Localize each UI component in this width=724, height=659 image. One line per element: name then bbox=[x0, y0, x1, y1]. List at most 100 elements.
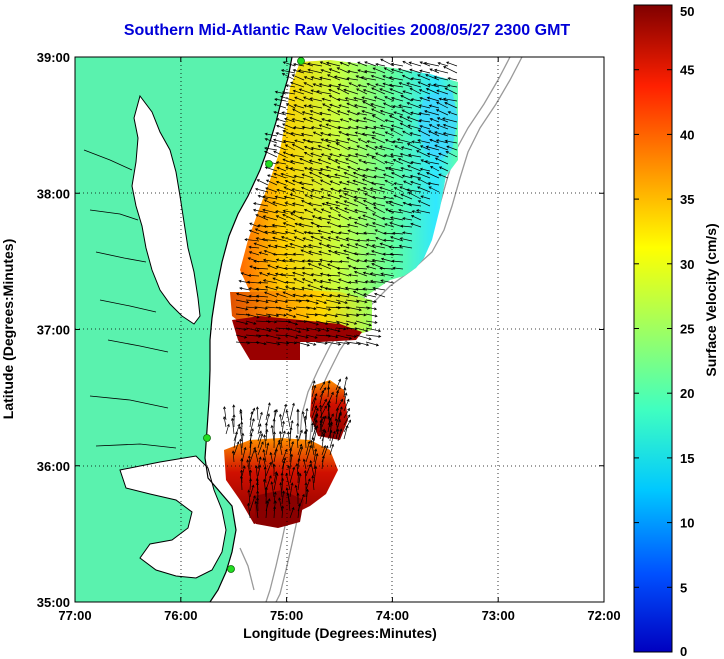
current-vector bbox=[266, 174, 278, 179]
current-vector bbox=[310, 146, 323, 151]
current-vector bbox=[346, 256, 359, 263]
current-vector bbox=[303, 469, 307, 484]
current-vector bbox=[255, 341, 267, 346]
current-vector bbox=[248, 229, 260, 235]
current-vector bbox=[397, 157, 413, 165]
current-vector bbox=[400, 146, 413, 151]
colorbar-tick-label: 50 bbox=[680, 4, 694, 19]
current-vector bbox=[374, 146, 386, 151]
current-vector bbox=[329, 430, 336, 449]
current-vector bbox=[392, 266, 404, 270]
current-vector bbox=[361, 132, 377, 137]
y-axis-label: Latitude (Degrees:Minutes) bbox=[0, 239, 16, 419]
current-vector bbox=[407, 153, 422, 158]
current-vector bbox=[354, 243, 368, 249]
current-vector bbox=[315, 313, 328, 318]
current-vector bbox=[366, 140, 377, 144]
current-vector bbox=[319, 179, 332, 186]
current-vector bbox=[311, 405, 318, 419]
current-vector bbox=[348, 117, 359, 123]
current-vector bbox=[356, 88, 368, 95]
current-vector bbox=[273, 103, 287, 109]
current-vector bbox=[282, 61, 296, 67]
current-vector bbox=[317, 229, 332, 235]
current-vector bbox=[273, 448, 278, 463]
current-vector bbox=[303, 145, 314, 151]
current-vector bbox=[370, 250, 386, 256]
current-vector bbox=[292, 69, 305, 74]
current-vector bbox=[326, 174, 341, 179]
current-vector bbox=[429, 117, 440, 123]
current-vector bbox=[290, 81, 305, 88]
current-vector bbox=[399, 186, 413, 193]
current-vector bbox=[346, 243, 359, 249]
current-vector bbox=[262, 457, 267, 470]
current-vector bbox=[325, 334, 339, 339]
current-vector bbox=[343, 414, 351, 426]
current-vector bbox=[442, 117, 458, 123]
current-vector bbox=[383, 154, 395, 158]
current-vector bbox=[407, 202, 422, 207]
current-vector bbox=[321, 415, 327, 428]
current-vector bbox=[273, 150, 287, 158]
current-vector bbox=[384, 167, 395, 172]
current-vector bbox=[263, 199, 278, 207]
current-vector bbox=[345, 237, 359, 242]
current-vector bbox=[337, 293, 350, 298]
current-vector bbox=[298, 69, 314, 74]
current-vector bbox=[303, 76, 314, 81]
current-vector bbox=[293, 229, 305, 235]
current-vector bbox=[305, 299, 319, 305]
current-vector bbox=[289, 242, 305, 249]
x-tick-label: 76:00 bbox=[164, 608, 197, 623]
current-vector bbox=[235, 320, 249, 325]
current-vector bbox=[335, 206, 350, 214]
current-vector bbox=[411, 210, 422, 214]
current-vector bbox=[303, 208, 314, 214]
current-vector bbox=[275, 306, 293, 312]
current-vector bbox=[309, 116, 323, 123]
current-vector bbox=[302, 117, 314, 123]
current-vector bbox=[438, 173, 449, 179]
current-vector bbox=[384, 223, 395, 228]
current-vector bbox=[353, 104, 368, 109]
current-vector bbox=[411, 140, 422, 144]
current-vector bbox=[289, 453, 294, 470]
current-vector bbox=[304, 194, 314, 200]
current-vector bbox=[362, 287, 377, 291]
current-vector bbox=[241, 432, 245, 449]
current-vector bbox=[284, 230, 296, 235]
current-vector bbox=[295, 313, 310, 319]
current-vector bbox=[343, 200, 359, 207]
current-vector bbox=[402, 130, 413, 137]
current-vector bbox=[407, 165, 422, 172]
current-vector bbox=[291, 74, 305, 81]
current-vector bbox=[375, 152, 386, 158]
radar-station bbox=[227, 565, 235, 573]
current-vector bbox=[305, 440, 311, 456]
current-vector bbox=[374, 229, 386, 235]
current-vector bbox=[362, 271, 377, 277]
current-vector bbox=[438, 97, 449, 102]
current-vector bbox=[256, 497, 260, 512]
current-vector bbox=[265, 327, 279, 333]
current-vector bbox=[282, 209, 296, 214]
current-vector bbox=[325, 313, 339, 318]
current-vector bbox=[327, 386, 331, 398]
land-mass bbox=[75, 57, 292, 602]
current-vectors bbox=[222, 58, 458, 519]
current-vector bbox=[365, 320, 378, 324]
current-vector bbox=[319, 428, 325, 440]
current-vector bbox=[375, 62, 386, 67]
current-vector bbox=[282, 123, 296, 130]
current-vector bbox=[346, 223, 359, 228]
current-vector bbox=[275, 210, 287, 214]
current-vector bbox=[336, 67, 350, 74]
current-vector bbox=[417, 200, 431, 207]
current-vector bbox=[354, 279, 368, 284]
current-vector bbox=[280, 236, 296, 242]
current-vector bbox=[262, 279, 278, 284]
current-vector bbox=[356, 259, 368, 263]
current-vector bbox=[357, 69, 368, 74]
current-vector bbox=[390, 236, 404, 242]
